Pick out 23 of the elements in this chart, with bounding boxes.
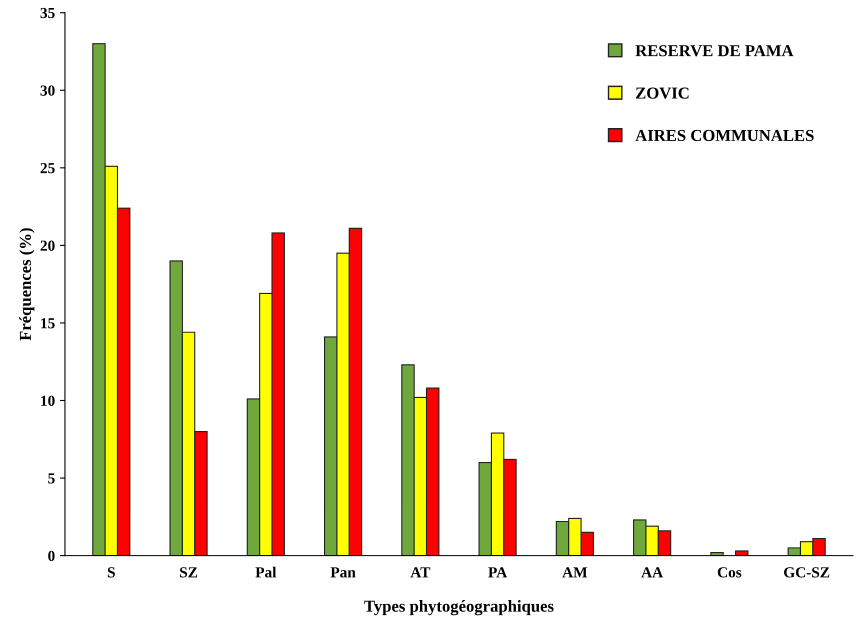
x-tick-label: S: [108, 567, 115, 578]
x-tick-label: AM: [562, 567, 588, 578]
x-tick-label: AA: [641, 567, 664, 578]
x-tick-label: AT: [410, 567, 430, 578]
y-tick-label: 10: [41, 396, 55, 406]
x-tick-label: PA: [488, 567, 508, 578]
x-axis-title: Types phytogéographiques: [364, 600, 554, 616]
x-tick-label: GC-SZ: [784, 567, 830, 578]
x-tick-label: SZ: [180, 567, 198, 578]
y-axis-title: Fréquences (%): [19, 228, 34, 341]
x-tick-label: Cos: [718, 567, 742, 578]
y-tick-label: 30: [40, 85, 55, 96]
y-tick-label: 20: [40, 240, 55, 251]
x-tick-label: Pan: [330, 567, 356, 578]
legend-label: ZOVIC: [636, 88, 689, 99]
y-tick-label: 15: [41, 318, 55, 328]
y-tick-label: 35: [40, 8, 55, 18]
y-tick-label: 5: [48, 473, 55, 484]
legend-label: RESERVE DE PAMA: [635, 45, 794, 56]
legend-label: AIRES COMMUNALES: [635, 130, 814, 142]
x-tick-label: Pal: [255, 566, 276, 578]
y-tick-label: 25: [40, 163, 55, 174]
y-tick-label: 0: [48, 550, 55, 562]
